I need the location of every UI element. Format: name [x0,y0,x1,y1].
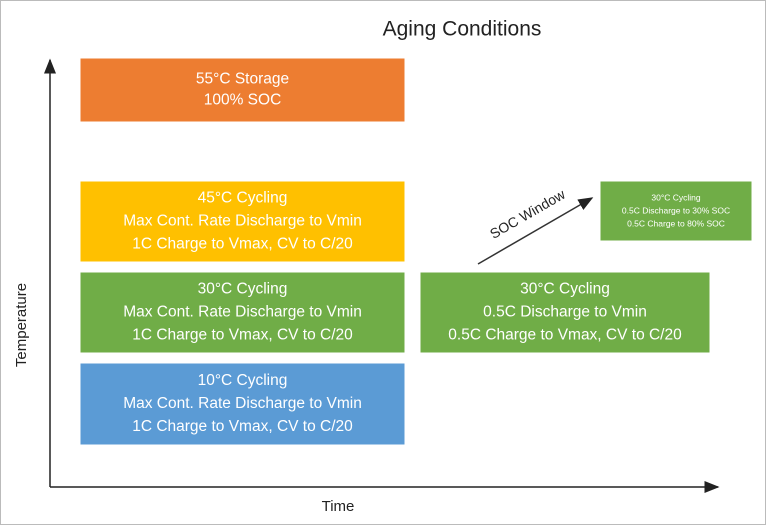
box-line: 1C Charge to Vmax, CV to C/20 [132,418,353,435]
box-line: 30°C Cycling [198,281,288,298]
boxes: 55°C Storage 100% SOC 45°C Cycling Max Cont… [79,57,753,446]
box-line: Max Cont. Rate Discharge to Vmin [123,213,362,230]
box-line: Max Cont. Rate Discharge to Vmin [123,395,362,412]
box-line: 10°C Cycling [198,372,288,389]
condition-box [599,180,753,242]
box-line: 30°C Cycling [651,192,700,202]
box-line: 0.5C Discharge to 30% SOC [622,205,730,215]
condition-box [79,271,406,354]
condition-box [79,57,406,123]
x-axis-label: Time [322,498,355,515]
condition-box [79,362,406,446]
condition-box [79,180,406,263]
box-line: 45°C Cycling [198,190,288,207]
box-line: 0.5C Charge to Vmax, CV to C/20 [448,327,682,344]
box-line: 1C Charge to Vmax, CV to C/20 [132,236,353,253]
box-line: 55°C Storage [196,71,289,88]
box-line: Max Cont. Rate Discharge to Vmin [123,304,362,321]
title: Aging Conditions [383,18,542,41]
box-line: 1C Charge to Vmax, CV to C/20 [132,327,353,344]
box-line: 30°C Cycling [520,281,610,298]
soc-arrow [477,197,594,265]
box-line: 0.5C Charge to 80% SOC [627,218,725,228]
box-line: 100% SOC [204,92,282,109]
box-line: 0.5C Discharge to Vmin [483,304,647,321]
condition-box [419,271,711,354]
y-axis-label: Temperature [13,283,30,367]
